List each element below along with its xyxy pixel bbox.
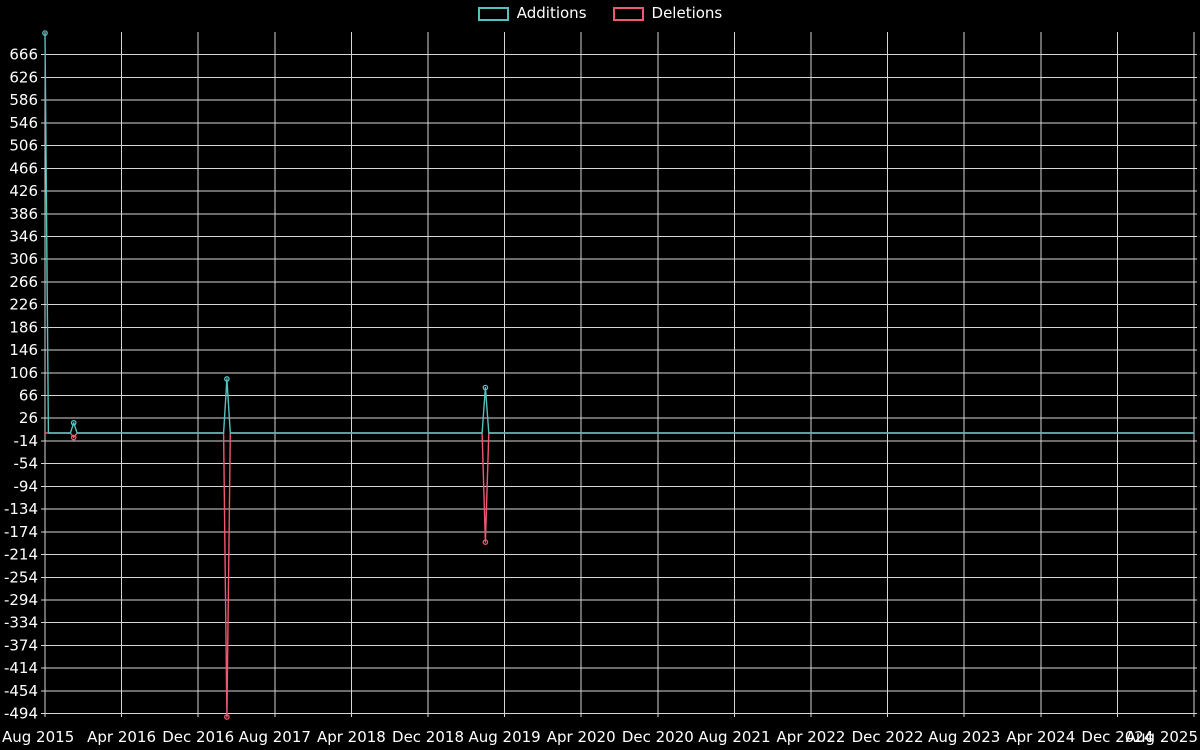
svg-text:306: 306: [9, 250, 38, 268]
deletions-point-marker: [482, 539, 489, 545]
svg-text:Aug 2023: Aug 2023: [928, 728, 1000, 746]
series-lines: [42, 30, 1194, 720]
svg-text:626: 626: [9, 68, 38, 86]
additions-point-marker: [70, 419, 77, 426]
svg-text:-254: -254: [4, 568, 38, 586]
svg-text:Aug 2019: Aug 2019: [468, 728, 540, 746]
svg-text:-334: -334: [4, 614, 38, 632]
deletions-point-marker: [224, 714, 230, 720]
svg-text:546: 546: [9, 114, 38, 132]
svg-text:106: 106: [9, 364, 38, 382]
svg-text:506: 506: [9, 137, 38, 155]
svg-text:426: 426: [9, 182, 38, 200]
svg-text:Aug 2015: Aug 2015: [2, 728, 74, 746]
svg-text:Dec 2016: Dec 2016: [162, 728, 234, 746]
svg-text:146: 146: [9, 341, 38, 359]
svg-text:-94: -94: [14, 477, 39, 495]
svg-text:66: 66: [19, 387, 38, 405]
svg-text:Apr 2024: Apr 2024: [1006, 728, 1075, 746]
y-axis-labels: 666 626 586 546 506 466 426 386 346 306 266 226 186 1…: [4, 46, 38, 723]
svg-text:-174: -174: [4, 523, 38, 541]
deletions-line: [45, 432, 1194, 718]
additions-point-marker: [482, 384, 489, 391]
additions-line: [44, 33, 1194, 434]
svg-text:-414: -414: [4, 659, 38, 677]
svg-text:-374: -374: [4, 636, 38, 654]
svg-text:26: 26: [19, 409, 38, 427]
svg-text:-294: -294: [4, 591, 38, 609]
svg-text:586: 586: [9, 91, 38, 109]
legend-label-additions: Additions: [516, 4, 587, 22]
svg-text:Dec 2024: Dec 2024: [1081, 728, 1153, 746]
svg-text:346: 346: [9, 228, 38, 246]
additions-point-marker: [42, 30, 48, 36]
svg-text:-54: -54: [14, 455, 39, 473]
svg-text:226: 226: [9, 296, 38, 314]
gridlines: [41, 32, 1197, 717]
svg-text:466: 466: [9, 159, 38, 177]
svg-text:666: 666: [9, 46, 38, 64]
additions-swatch: [477, 6, 509, 21]
x-axis-labels: Aug 2015 Apr 2016 Dec 2016 Aug 2017 Apr 2018…: [2, 728, 1198, 746]
svg-text:-494: -494: [4, 705, 38, 723]
svg-text:Apr 2022: Apr 2022: [777, 728, 846, 746]
svg-text:-214: -214: [4, 546, 38, 564]
svg-text:186: 186: [9, 318, 38, 336]
svg-text:-134: -134: [4, 500, 38, 518]
svg-text:Dec 2018: Dec 2018: [392, 728, 464, 746]
legend-item-deletions[interactable]: Deletions: [612, 4, 723, 22]
legend-item-additions[interactable]: Additions: [477, 4, 587, 22]
chart-legend: Additions Deletions: [0, 6, 1200, 21]
svg-text:Aug 2021: Aug 2021: [698, 728, 770, 746]
svg-text:Apr 2018: Apr 2018: [317, 728, 386, 746]
svg-text:Aug 2017: Aug 2017: [239, 728, 311, 746]
deletions-swatch: [612, 6, 644, 21]
svg-text:386: 386: [9, 205, 38, 223]
legend-label-deletions: Deletions: [651, 4, 723, 22]
additions-point-marker: [224, 376, 230, 382]
svg-text:Apr 2016: Apr 2016: [87, 728, 156, 746]
svg-text:Dec 2022: Dec 2022: [852, 728, 924, 746]
svg-text:-14: -14: [14, 432, 39, 450]
svg-text:Aug 2025: Aug 2025: [1126, 728, 1198, 746]
svg-text:Dec 2020: Dec 2020: [622, 728, 694, 746]
svg-text:-454: -454: [4, 682, 38, 700]
svg-text:Apr 2020: Apr 2020: [547, 728, 616, 746]
svg-text:266: 266: [9, 273, 38, 291]
deletions-point-marker: [70, 434, 77, 441]
